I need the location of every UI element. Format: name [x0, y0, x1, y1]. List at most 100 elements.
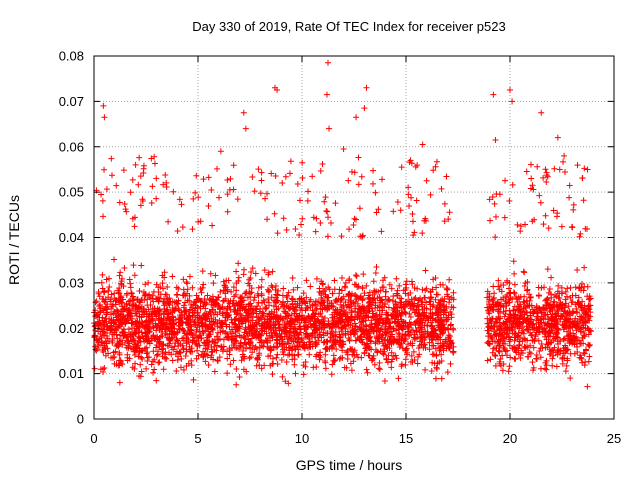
data-point: [183, 278, 190, 285]
data-point: [313, 306, 320, 313]
data-point: [211, 368, 218, 375]
chart-title: Day 330 of 2019, Rate Of TEC Index for r…: [192, 19, 505, 34]
data-point: [385, 304, 392, 311]
data-point: [368, 305, 375, 312]
data-point: [285, 320, 292, 327]
data-point: [419, 337, 426, 344]
data-point: [92, 307, 99, 314]
data-point: [584, 383, 591, 390]
data-point: [116, 379, 123, 386]
data-point: [263, 305, 270, 312]
data-point: [411, 229, 418, 236]
data-point: [355, 295, 362, 302]
data-point: [186, 313, 193, 320]
data-point: [321, 302, 328, 309]
data-point: [446, 209, 453, 216]
data-point: [348, 168, 355, 175]
data-point: [491, 200, 498, 207]
data-point: [283, 358, 290, 365]
data-point: [375, 365, 382, 372]
data-point: [233, 280, 240, 287]
data-point: [346, 226, 353, 233]
data-point: [288, 321, 295, 328]
data-point: [409, 211, 416, 218]
data-point: [538, 341, 545, 348]
data-point: [202, 327, 209, 334]
data-point: [567, 350, 574, 357]
data-point: [420, 309, 427, 316]
x-axis-label: GPS time / hours: [296, 457, 403, 473]
data-point: [178, 318, 185, 325]
data-point: [300, 371, 307, 378]
data-point: [180, 327, 187, 334]
data-point: [286, 332, 293, 339]
data-point: [264, 190, 271, 197]
data-point: [502, 177, 509, 184]
data-point: [323, 91, 330, 98]
data-point: [123, 334, 130, 341]
data-point: [133, 319, 140, 326]
data-point: [292, 370, 299, 377]
data-point: [382, 288, 389, 295]
data-point: [98, 191, 105, 198]
data-point: [541, 284, 548, 291]
data-point: [333, 296, 340, 303]
data-point: [346, 276, 353, 283]
data-point: [441, 298, 448, 305]
data-point: [128, 320, 135, 327]
data-point: [160, 316, 167, 323]
data-point: [544, 173, 551, 180]
data-point: [182, 352, 189, 359]
data-point: [487, 217, 494, 224]
data-point: [567, 375, 574, 382]
data-point: [100, 322, 107, 329]
data-point: [185, 312, 192, 319]
data-point: [123, 208, 130, 215]
data-point: [322, 359, 329, 366]
data-point: [120, 326, 127, 333]
data-point: [205, 313, 212, 320]
data-point: [528, 175, 535, 182]
data-point: [249, 342, 256, 349]
data-point: [406, 202, 413, 209]
data-point: [576, 233, 583, 240]
data-point: [349, 351, 356, 358]
data-point: [404, 323, 411, 330]
data-point: [326, 345, 333, 352]
data-point: [294, 343, 301, 350]
data-point: [511, 270, 518, 277]
data-point: [287, 305, 294, 312]
data-point: [101, 288, 108, 295]
data-point: [110, 301, 117, 308]
data-point: [198, 289, 205, 296]
data-point: [224, 286, 231, 293]
data-point: [214, 358, 221, 365]
data-point: [118, 294, 125, 301]
data-point: [117, 332, 124, 339]
data-point: [199, 268, 206, 275]
data-point: [560, 158, 567, 165]
data-point: [253, 306, 260, 313]
data-point: [246, 282, 253, 289]
data-point: [359, 284, 366, 291]
data-point: [258, 331, 265, 338]
data-point: [216, 304, 223, 311]
data-point: [408, 321, 415, 328]
data-point: [266, 318, 273, 325]
data-point: [97, 330, 104, 337]
data-point: [103, 318, 110, 325]
data-point: [235, 260, 242, 267]
data-point: [296, 232, 303, 239]
data-point: [249, 265, 256, 272]
data-point: [548, 274, 555, 281]
data-point: [189, 226, 196, 233]
data-point: [148, 155, 155, 162]
data-point: [484, 357, 491, 364]
data-point: [326, 125, 333, 132]
data-point: [163, 295, 170, 302]
data-point: [101, 166, 108, 173]
data-point: [333, 346, 340, 353]
data-point: [307, 304, 314, 311]
data-point: [437, 331, 444, 338]
data-point: [374, 295, 381, 302]
